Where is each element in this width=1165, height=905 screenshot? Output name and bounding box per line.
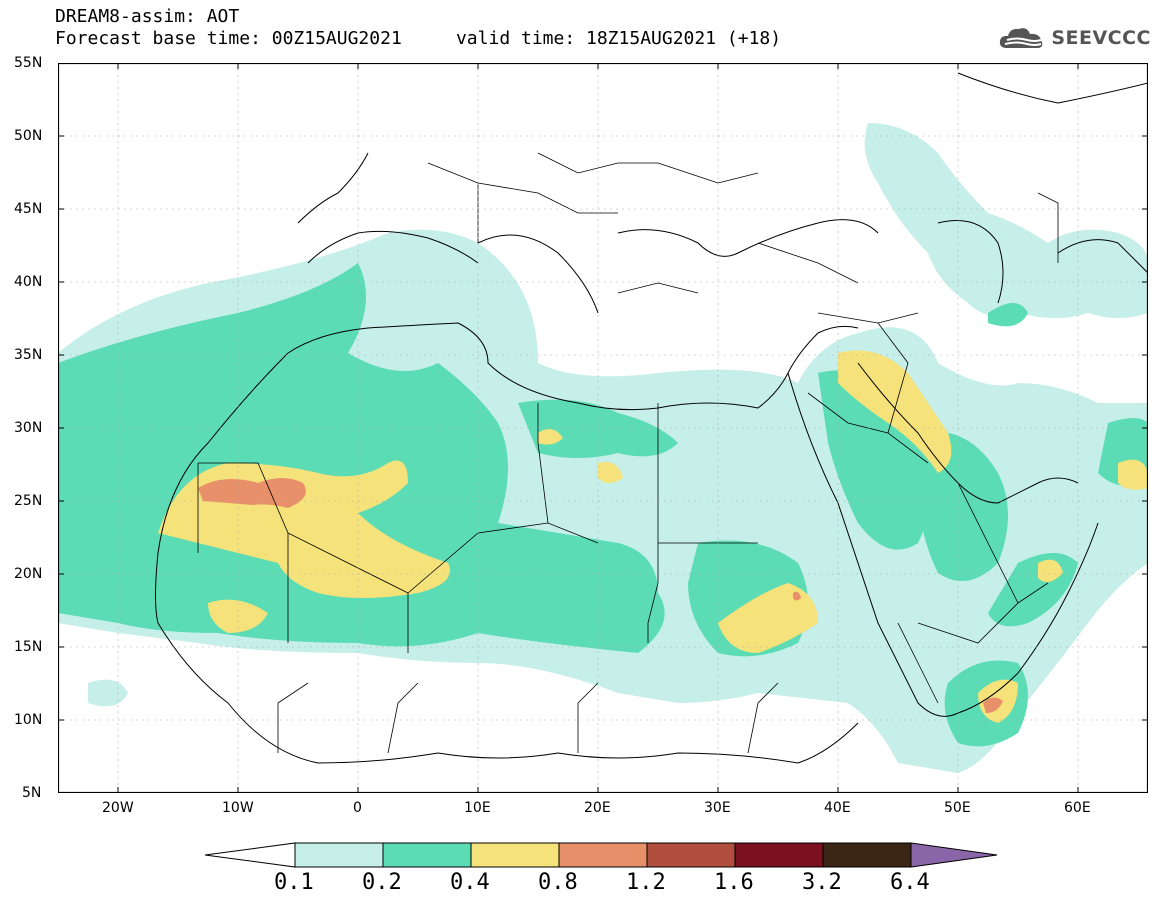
coastlines — [155, 72, 1149, 764]
lon-label: 10W — [222, 800, 254, 816]
colorbar-label: 1.6 — [714, 870, 754, 895]
lat-label: 5N — [22, 785, 42, 801]
colorbar-under-arrow — [205, 842, 296, 868]
axis-ticks — [58, 62, 1148, 794]
colorbar-segment — [294, 842, 384, 868]
lat-label: 55N — [14, 55, 43, 71]
colorbar-label: 3.2 — [802, 870, 842, 895]
lon-label: 20W — [102, 800, 134, 816]
colorbar-segment — [558, 842, 648, 868]
colorbar-segment — [470, 842, 560, 868]
graticule — [58, 63, 1148, 793]
colorbar — [205, 842, 998, 868]
lon-label: 20E — [584, 800, 611, 816]
lon-label: 10E — [464, 800, 491, 816]
lon-label: 50E — [944, 800, 971, 816]
lat-label: 20N — [14, 566, 43, 582]
colorbar-segment — [734, 842, 824, 868]
seevccc-logo: SEEVCCC — [997, 24, 1151, 52]
aot-0.8-1.2-layer — [198, 478, 1003, 713]
forecast-times: Forecast base time: 00Z15AUG2021 valid t… — [55, 28, 782, 49]
colorbar-label: 0.4 — [450, 870, 490, 895]
lat-label: 50N — [14, 128, 43, 144]
colorbar-segment — [382, 842, 472, 868]
map-canvas — [57, 62, 1149, 794]
colorbar-label: 0.8 — [538, 870, 578, 895]
country-borders — [197, 152, 1059, 754]
colorbar-segment — [646, 842, 736, 868]
cloud-icon — [1000, 28, 1043, 48]
colorbar-label: 1.2 — [626, 870, 666, 895]
lat-label: 15N — [14, 639, 43, 655]
colorbar-label: 6.4 — [890, 870, 930, 895]
lon-label: 30E — [704, 800, 731, 816]
lat-label: 35N — [14, 347, 43, 363]
logo-text: SEEVCCC — [1051, 27, 1151, 49]
lat-label: 25N — [14, 493, 43, 509]
colorbar-segment — [822, 842, 912, 868]
colorbar-over-arrow — [910, 842, 998, 868]
lon-label: 0 — [353, 800, 362, 816]
aot-map — [57, 62, 1149, 794]
lon-label: 60E — [1064, 800, 1091, 816]
colorbar-label: 0.1 — [274, 870, 314, 895]
colorbar-label: 0.2 — [362, 870, 402, 895]
lat-label: 40N — [14, 274, 43, 290]
lat-label: 45N — [14, 201, 43, 217]
lon-label: 40E — [824, 800, 851, 816]
map-title: DREAM8-assim: AOT — [55, 6, 240, 27]
lat-label: 30N — [14, 420, 43, 436]
lat-label: 10N — [14, 712, 43, 728]
